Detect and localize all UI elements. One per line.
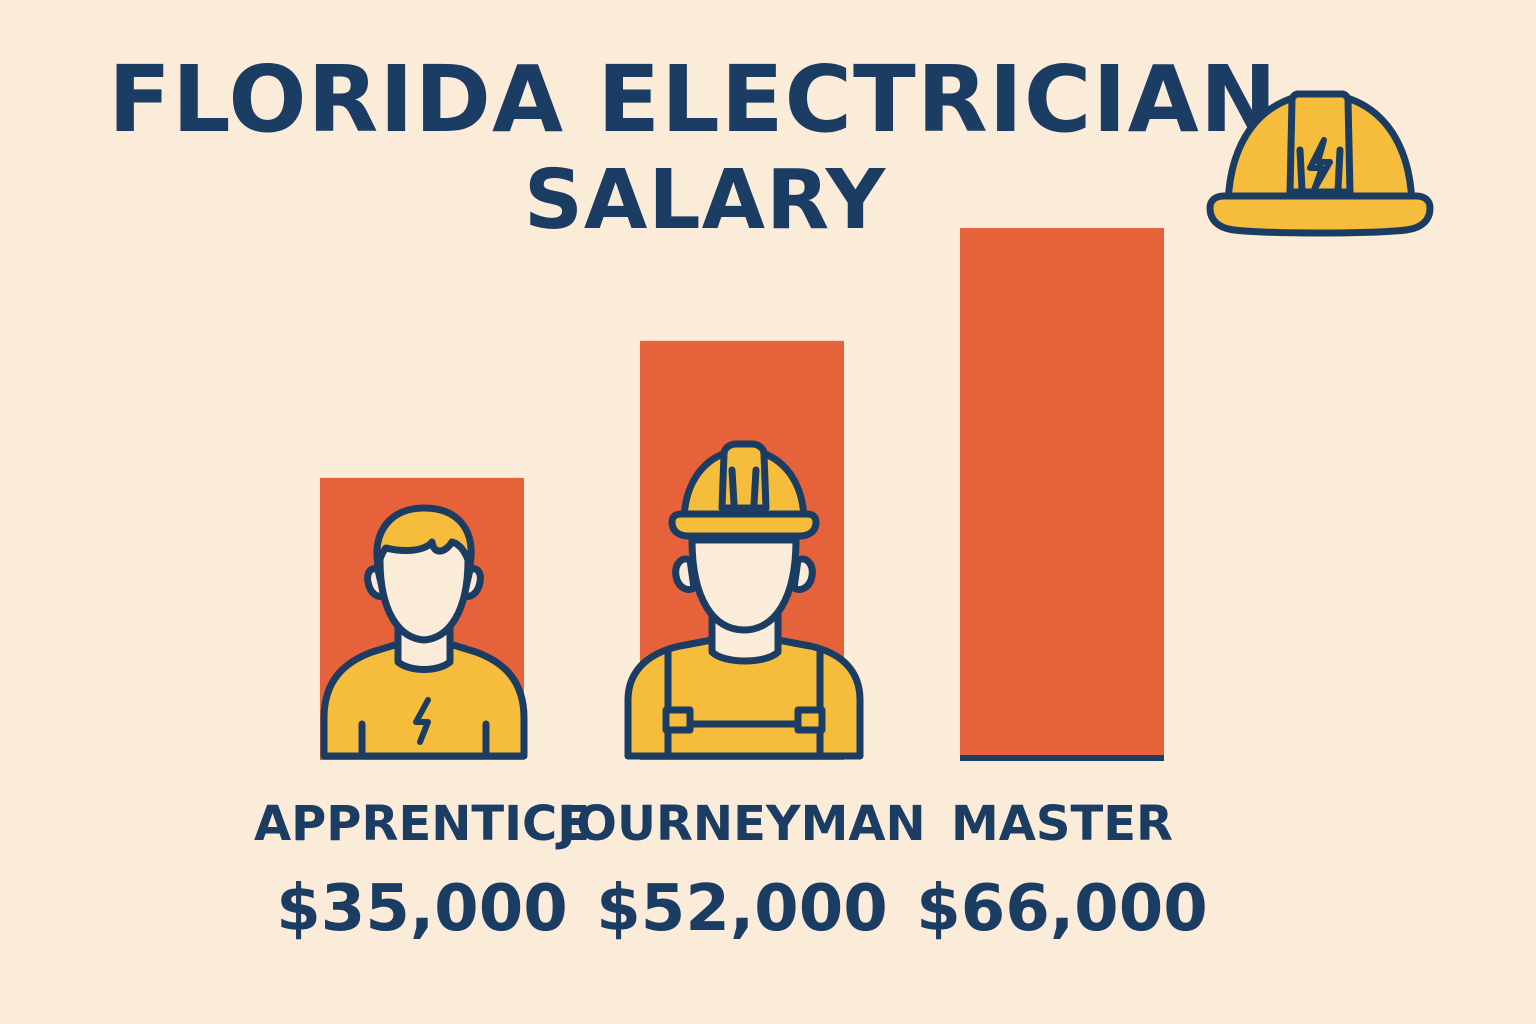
chart-title-line-2: SALARY [523,153,887,248]
apprentice-worker-icon [320,504,528,760]
category-label-master: MASTER [951,796,1173,852]
value-label-apprentice: $35,000 [276,872,568,946]
journeyman-worker-icon [624,440,864,760]
category-label-apprentice: APPRENTICE [254,796,590,852]
value-label-journeyman: $52,000 [596,872,888,946]
bar-master [960,228,1164,760]
chart-title-line-1: FLORIDA ELECTRICIAN [108,46,1278,153]
value-label-master: $66,000 [916,872,1208,946]
hardhat-bolt-icon [1206,90,1434,237]
category-label-journeyman: JOURNEYMAN [555,796,925,852]
